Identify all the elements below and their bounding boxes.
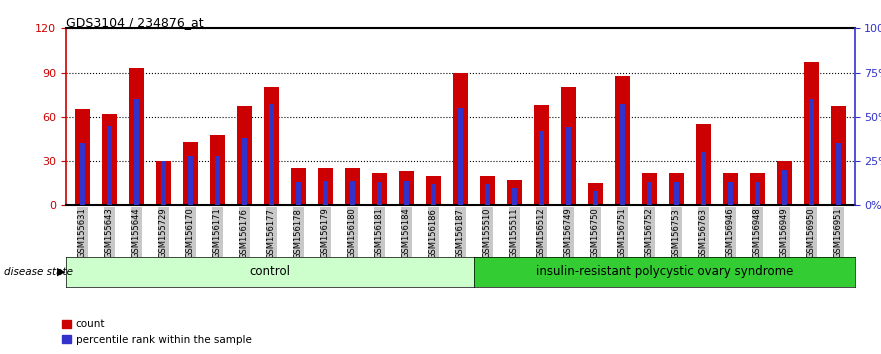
Bar (210, 135, 225, 205)
Text: GSM155729: GSM155729 (159, 208, 167, 258)
Bar (453, 73, 468, 205)
Bar (75, 109, 90, 205)
Bar (561, 87, 576, 205)
Text: disease state: disease state (4, 267, 77, 277)
Bar (836, 143, 840, 205)
Bar (728, 182, 733, 205)
Bar (431, 184, 436, 205)
Text: GSM155631: GSM155631 (78, 208, 86, 258)
Bar (480, 176, 495, 205)
Text: GSM155510: GSM155510 (483, 208, 492, 258)
Text: GSM156752: GSM156752 (645, 208, 654, 258)
Bar (750, 173, 765, 205)
Bar (269, 104, 274, 205)
Bar (804, 62, 818, 205)
Bar (296, 182, 300, 205)
Bar (129, 68, 144, 205)
Bar (242, 138, 247, 205)
Bar (161, 161, 166, 205)
Text: GSM156180: GSM156180 (348, 208, 357, 258)
Text: GSM156181: GSM156181 (374, 208, 384, 258)
Text: insulin-resistant polycystic ovary syndrome: insulin-resistant polycystic ovary syndr… (536, 265, 793, 278)
Text: control: control (249, 265, 291, 278)
Bar (588, 183, 603, 205)
Bar (215, 156, 219, 205)
Bar (377, 182, 381, 205)
Text: GSM156749: GSM156749 (564, 208, 573, 258)
Bar (620, 104, 625, 205)
Bar (615, 75, 630, 205)
Bar (512, 188, 517, 205)
Bar (134, 99, 138, 205)
Text: GSM156750: GSM156750 (591, 208, 600, 258)
Text: GSM155511: GSM155511 (510, 208, 519, 258)
Bar (809, 99, 814, 205)
Bar (831, 107, 846, 205)
Text: GSM156946: GSM156946 (726, 208, 735, 258)
Bar (534, 105, 549, 205)
Text: GSM156176: GSM156176 (240, 208, 248, 258)
Text: GSM156950: GSM156950 (807, 208, 816, 258)
Bar (237, 107, 252, 205)
Bar (647, 182, 652, 205)
Text: GSM156171: GSM156171 (213, 208, 222, 258)
Bar (593, 191, 598, 205)
Bar (188, 156, 193, 205)
Text: GSM156184: GSM156184 (402, 208, 411, 258)
Legend: count, percentile rank within the sample: count, percentile rank within the sample (58, 315, 255, 349)
Bar (674, 182, 678, 205)
Bar (399, 171, 414, 205)
Text: GSM156186: GSM156186 (429, 208, 438, 258)
Bar (264, 87, 278, 205)
Text: GSM156187: GSM156187 (455, 208, 465, 258)
Bar (701, 152, 706, 205)
Bar (755, 182, 759, 205)
Bar (403, 181, 409, 205)
Text: GSM156763: GSM156763 (699, 208, 707, 259)
Bar (156, 161, 171, 205)
Text: GDS3104 / 234876_at: GDS3104 / 234876_at (66, 16, 204, 29)
Bar (507, 180, 522, 205)
Bar (80, 143, 85, 205)
Text: GSM156179: GSM156179 (321, 208, 329, 258)
Bar (566, 127, 571, 205)
Bar (318, 169, 333, 205)
Text: GSM156753: GSM156753 (672, 208, 681, 258)
Bar (777, 161, 792, 205)
Bar (696, 124, 711, 205)
Bar (350, 181, 355, 205)
Text: GSM156170: GSM156170 (186, 208, 195, 258)
Bar (669, 173, 684, 205)
Text: GSM155643: GSM155643 (105, 208, 114, 258)
Text: GSM156177: GSM156177 (267, 208, 276, 258)
Text: GSM156751: GSM156751 (618, 208, 627, 258)
Text: GSM156948: GSM156948 (753, 208, 762, 258)
Bar (291, 169, 306, 205)
Bar (485, 184, 490, 205)
Text: GSM156949: GSM156949 (780, 208, 788, 258)
Text: GSM155644: GSM155644 (132, 208, 141, 258)
Bar (426, 176, 440, 205)
Bar (344, 169, 359, 205)
Bar (782, 170, 787, 205)
Bar (322, 181, 328, 205)
Text: GSM156178: GSM156178 (293, 208, 303, 258)
Bar (723, 173, 737, 205)
Bar (183, 142, 197, 205)
Bar (539, 131, 544, 205)
Text: GSM156951: GSM156951 (834, 208, 843, 258)
Bar (102, 114, 116, 205)
Bar (107, 126, 112, 205)
Bar (458, 108, 463, 205)
Text: ▶: ▶ (57, 267, 66, 277)
Text: GSM156512: GSM156512 (537, 208, 546, 258)
Bar (372, 173, 387, 205)
Bar (642, 173, 656, 205)
